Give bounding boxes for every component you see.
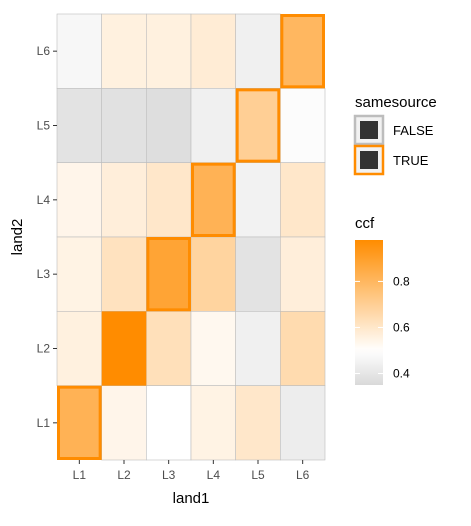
heatmap-cell-L4-L1	[190, 385, 236, 461]
ccf-colorbar	[355, 240, 383, 385]
x-tick-label: L1	[73, 468, 87, 482]
samesource-key-fill	[360, 151, 378, 169]
heatmap-cell-L4-L6	[190, 13, 236, 89]
heatmap-cell-L6-L1	[280, 385, 326, 461]
heatmap-cell-L5-L5	[235, 88, 281, 163]
heatmap-cell-L2-L4	[101, 162, 147, 238]
heatmap-cell-L3-L5	[146, 88, 192, 163]
ccf-tick-label: 0.4	[393, 366, 410, 380]
y-tick-label: L1	[37, 416, 51, 430]
heatmap-cell-L5-L2	[235, 311, 281, 386]
ccf-tick-label: 0.8	[393, 274, 410, 288]
heatmap-cell-L6-L2	[280, 311, 326, 386]
heatmap-cell-L3-L1	[146, 385, 192, 461]
heatmap-cell-L1-L2	[56, 311, 102, 386]
heatmap-cell-L6-L5	[280, 88, 326, 163]
heatmap-cell-L2-L1	[101, 385, 147, 461]
heatmap-cell-L5-L4	[235, 162, 281, 238]
heatmap-cell-L4-L5	[190, 88, 236, 163]
heatmap-cell-L6-L4	[280, 162, 326, 238]
y-tick-label: L6	[37, 44, 51, 58]
heatmap-cell-L4-L3	[190, 236, 236, 312]
heatmap-cell-L5-L3	[235, 236, 281, 312]
heatmap-cell-L6-L3	[280, 236, 326, 312]
heatmap-cell-L2-L5	[101, 88, 147, 163]
x-axis-title: land1	[173, 490, 210, 507]
ccf-tick-label: 0.6	[393, 320, 410, 334]
y-tick-label: L4	[37, 193, 51, 207]
heatmap-cell-L2-L2	[101, 311, 147, 386]
heatmap-cell-L1-L4	[56, 162, 102, 238]
y-tick-label: L5	[37, 119, 51, 133]
heatmap-cell-L1-L1	[57, 385, 102, 460]
heatmap-cell-L2-L6	[101, 13, 147, 89]
heatmap-cell-L3-L3	[146, 237, 191, 312]
ccf-legend-title: ccf	[355, 215, 375, 232]
x-tick-label: L3	[162, 468, 176, 482]
heatmap-cell-L1-L6	[56, 13, 102, 89]
x-tick-label: L5	[251, 468, 265, 482]
heatmap-cell-L5-L6	[235, 13, 281, 89]
samesource-cells	[57, 14, 326, 460]
heatmap-cell-L1-L5	[56, 88, 102, 163]
samesource-key-label: FALSE	[393, 123, 434, 138]
y-axis-title: land2	[9, 219, 26, 256]
heatmap-cell-L4-L4	[191, 162, 236, 238]
x-tick-label: L4	[207, 468, 221, 482]
heatmap-cells	[56, 13, 326, 461]
y-tick-label: L3	[37, 267, 51, 281]
ccf-legend-ticks: 0.4 0.6 0.8	[355, 274, 410, 380]
y-tick-label: L2	[37, 342, 51, 356]
y-axis-ticks: L1 L2 L3 L4 L5 L6	[37, 44, 57, 430]
heatmap-cell-L2-L3	[101, 236, 147, 312]
samesource-key-label: TRUE	[393, 153, 429, 168]
samesource-legend: samesource FALSE TRUE	[353, 94, 437, 176]
x-tick-label: L6	[296, 468, 310, 482]
heatmap-cell-L1-L3	[56, 236, 102, 312]
x-axis-ticks: L1 L2 L3 L4 L5 L6	[73, 460, 310, 482]
heatmap-cell-L6-L6	[280, 14, 326, 89]
heatmap-cell-L3-L6	[146, 13, 192, 89]
heatmap-cell-L4-L2	[190, 311, 236, 386]
heatmap-cell-L3-L4	[146, 162, 192, 238]
ccf-legend: ccf 0.4 0.6 0.8	[355, 215, 410, 385]
samesource-legend-title: samesource	[355, 94, 437, 111]
samesource-key-true	[353, 144, 385, 176]
heatmap-cell-L3-L2	[146, 311, 192, 386]
samesource-key-fill	[360, 121, 378, 139]
x-tick-label: L2	[117, 468, 131, 482]
heatmap-cell-L5-L1	[235, 385, 281, 461]
